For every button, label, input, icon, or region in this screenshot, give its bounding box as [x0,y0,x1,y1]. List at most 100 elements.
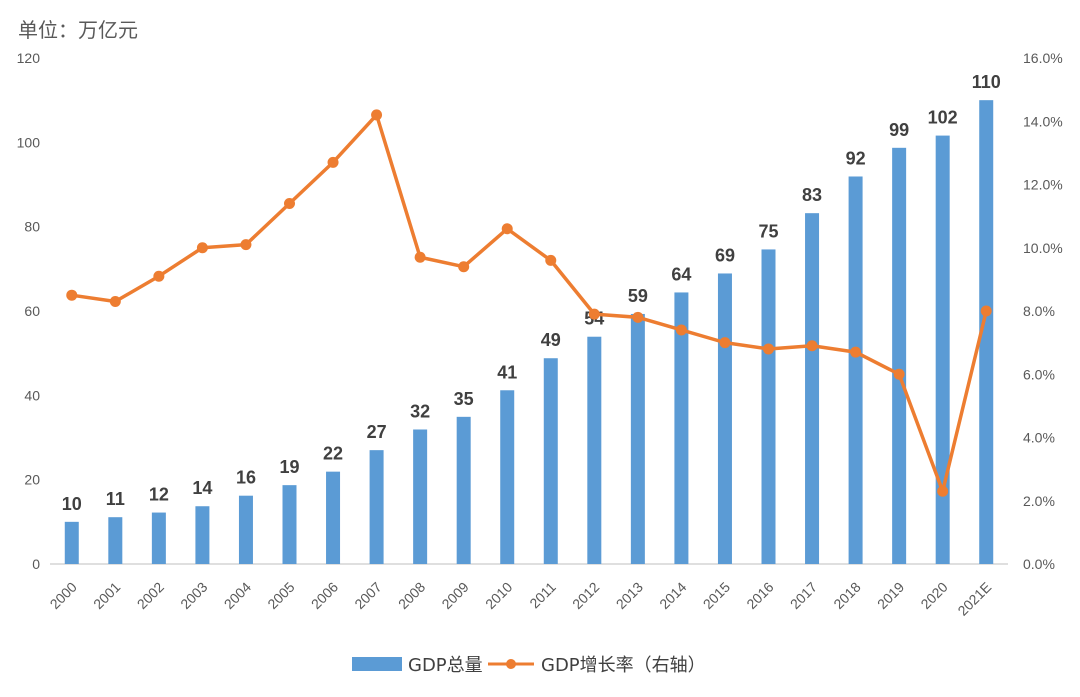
bar [326,471,341,564]
growth-point [850,346,862,358]
bar [369,450,384,564]
bar-value-label: 64 [671,264,691,284]
right-tick-label: 6.0% [1023,366,1055,382]
bar [500,390,515,564]
growth-point [675,324,687,336]
x-tick-label: 2002 [134,579,167,612]
bar-value-label: 83 [802,185,822,205]
left-tick-label: 120 [17,50,41,66]
bar [674,292,689,564]
left-tick-label: 40 [24,387,40,403]
x-tick-label: 2020 [917,579,950,612]
x-tick-label: 2008 [395,579,428,612]
growth-point [763,343,774,355]
growth-point [153,270,165,282]
x-tick-label: 2018 [830,579,863,612]
bar-value-label: 41 [497,362,517,382]
bar [935,135,950,564]
bar-value-label: 19 [279,457,299,477]
bar-value-label: 99 [889,120,909,140]
legend-line-label: GDP增长率（右轴） [541,655,706,676]
bar [456,416,471,564]
bar [64,521,79,564]
right-tick-label: 12.0% [1023,177,1063,193]
growth-point [588,308,600,320]
x-tick-label: 2004 [221,579,254,612]
growth-line [71,113,988,494]
bar-value-label: 69 [715,245,735,265]
right-tick-label: 2.0% [1023,493,1055,509]
bar [979,100,994,565]
x-tick-label: 2003 [177,579,210,612]
bar [805,213,820,564]
bar-value-label: 22 [323,444,343,464]
line-series [66,109,992,497]
bar-data-labels: 1011121416192227323541495459646975839299… [62,72,1001,514]
growth-point [109,296,121,308]
bar-value-label: 14 [192,478,212,498]
growth-point [327,156,339,168]
right-tick-label: 8.0% [1023,303,1055,319]
x-tick-label: 2011 [526,579,559,612]
x-tick-label: 2015 [700,579,733,612]
bar [717,273,732,564]
left-tick-label: 100 [17,134,41,150]
bar-value-label: 35 [454,389,474,409]
x-tick-label: 2007 [351,579,384,612]
right-tick-label: 4.0% [1023,430,1055,446]
x-tick-label: 2006 [308,579,341,612]
bar-value-label: 27 [367,422,387,442]
bar-value-label: 12 [149,485,169,505]
x-tick-label: 2010 [482,579,515,612]
bar [282,485,297,564]
growth-point [893,368,905,380]
x-axis-ticks: 2000 2001 2002 2003 2004 2005 2006 2007 2008 2009… [47,579,995,619]
bar-value-label: 110 [972,72,1001,92]
bar-value-label: 75 [758,221,778,241]
bar-value-label: 102 [928,108,958,128]
growth-point [806,340,818,352]
x-tick-label: 2001 [90,579,123,612]
bar [761,249,776,565]
growth-point [501,223,513,235]
bar [151,512,166,564]
x-tick-label: 2016 [743,579,776,612]
bar-value-label: 49 [541,330,561,350]
x-tick-label: 2013 [613,579,646,612]
bar [587,336,602,564]
legend: GDP总量 GDP增长率（右轴） [352,655,706,676]
right-tick-label: 16.0% [1023,50,1063,66]
bar-value-label: 16 [236,468,256,488]
growth-point [196,242,208,254]
bar-value-label: 59 [628,286,648,306]
x-tick-label: 2017 [787,579,820,612]
left-tick-label: 60 [24,303,40,319]
growth-point [240,239,252,251]
left-tick-label: 0 [32,556,40,572]
growth-point [371,109,383,121]
x-tick-label: 2021E [954,579,994,619]
x-tick-label: 2012 [569,579,602,612]
growth-point [937,485,949,497]
bar-series [64,100,994,565]
growth-point [66,289,78,301]
bar [238,495,253,564]
growth-point [284,197,295,209]
bar-value-label: 11 [106,489,125,509]
x-tick-label: 2005 [264,579,297,612]
right-tick-label: 14.0% [1023,113,1063,129]
bar-value-label: 32 [410,401,430,421]
growth-point [545,254,557,266]
bar [108,517,123,564]
bar-value-label: 10 [62,494,82,514]
right-axis-ticks: 0.0% 2.0% 4.0% 6.0% 8.0% 10.0% 12.0% 14.0% 16.0% [1023,50,1063,572]
bar [195,506,210,564]
legend-bar-label: GDP总量 [408,655,483,676]
bar-value-label: 92 [846,148,866,168]
left-tick-label: 80 [24,219,40,235]
legend-bar-swatch [352,657,402,671]
x-tick-label: 2009 [438,579,471,612]
growth-point [458,261,470,273]
right-tick-label: 0.0% [1023,556,1055,572]
